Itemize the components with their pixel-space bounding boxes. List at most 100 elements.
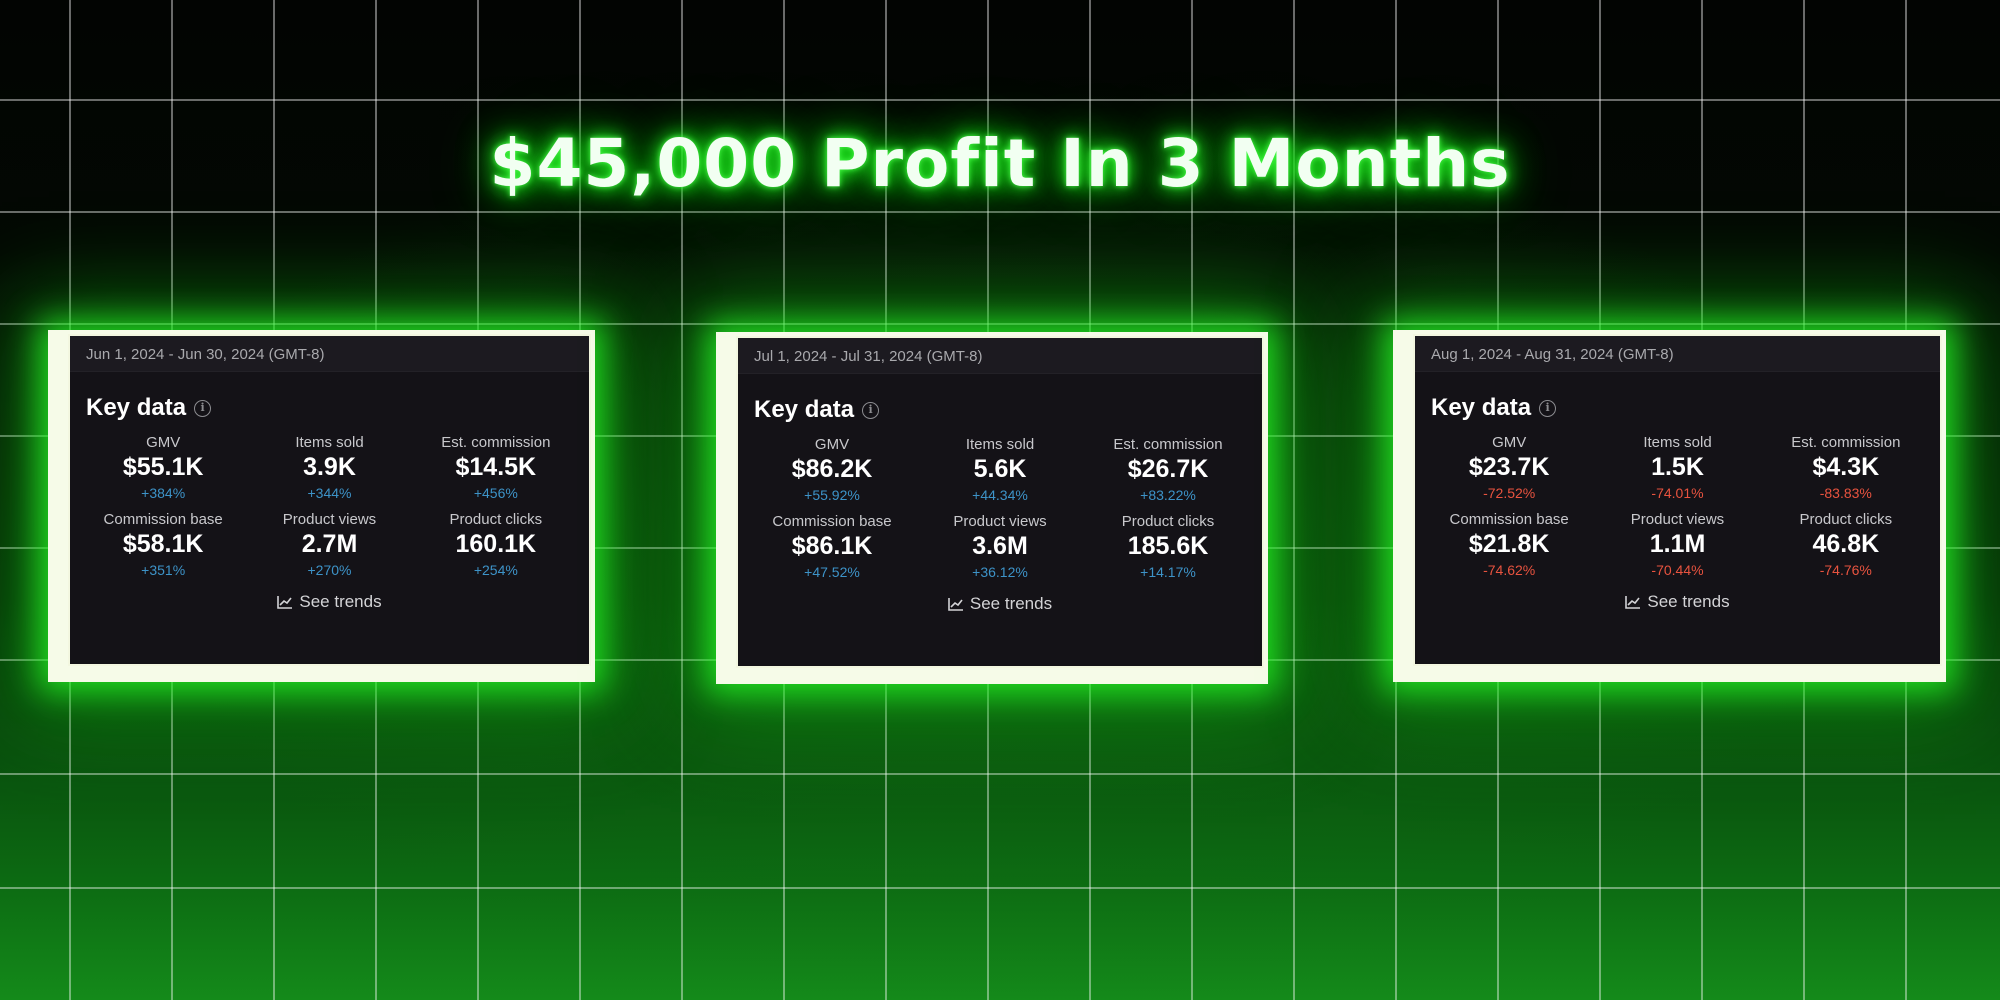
see-trends-label: See trends (969, 594, 1053, 613)
see-trends-button[interactable]: See trends (70, 592, 589, 612)
metric-change: -74.01% (1651, 485, 1704, 501)
metric-product-views: Product views 2.7M +270% (246, 511, 412, 578)
metric-product-views: Product views 1.1M -70.44% (1593, 511, 1761, 578)
card-july: Jul 1, 2024 - Jul 31, 2024 (GMT-8) Key d… (716, 332, 1268, 684)
metric-value: 1.1M (1649, 530, 1706, 558)
metric-label: Commission base (1449, 511, 1569, 528)
metric-value: 5.6K (973, 455, 1027, 483)
metric-label: Product views (282, 511, 377, 528)
key-data-heading: Key data i (754, 396, 1262, 424)
metric-label: Product clicks (449, 511, 543, 528)
metric-change: -74.76% (1819, 562, 1872, 578)
info-icon[interactable]: i (194, 399, 212, 417)
metric-label: Est. commission (1791, 434, 1901, 451)
metrics-grid: GMV $23.7K -72.52% Items sold 1.5K -74.0… (1415, 434, 1940, 578)
metric-gmv: GMV $23.7K -72.52% (1425, 434, 1593, 501)
metric-label: Product views (1630, 511, 1725, 528)
metric-change: +270% (307, 562, 352, 578)
metric-label: GMV (146, 434, 181, 451)
metric-product-clicks: Product clicks 46.8K -74.76% (1762, 511, 1930, 578)
metric-label: Commission base (103, 511, 223, 528)
card-june: Jun 1, 2024 - Jun 30, 2024 (GMT-8) Key d… (48, 330, 595, 682)
metric-value: $86.2K (791, 455, 873, 483)
metric-change: +83.22% (1140, 487, 1196, 503)
key-data-heading: Key data i (86, 394, 589, 422)
metric-value: $86.1K (791, 532, 873, 560)
metric-change: -74.62% (1483, 562, 1536, 578)
metric-product-clicks: Product clicks 185.6K +14.17% (1084, 513, 1252, 580)
metric-value: $55.1K (122, 453, 204, 481)
metric-change: +254% (473, 562, 518, 578)
metric-change: +351% (141, 562, 186, 578)
metric-est-commission: Est. commission $14.5K +456% (413, 434, 579, 501)
metric-label: Product views (953, 513, 1047, 530)
metric-est-commission: Est. commission $4.3K -83.83% (1762, 434, 1930, 501)
info-icon[interactable]: i (1539, 399, 1557, 417)
metric-label: GMV (814, 436, 850, 453)
metrics-grid: GMV $86.2K +55.92% Items sold 5.6K +44.3… (738, 436, 1262, 580)
metric-value: $21.8K (1468, 530, 1550, 558)
metric-change: -83.83% (1819, 485, 1872, 501)
metric-commission-base: Commission base $86.1K +47.52% (748, 513, 916, 580)
metric-label: Product clicks (1799, 511, 1893, 528)
key-data-title: Key data (1431, 394, 1532, 421)
metric-change: +456% (473, 485, 518, 501)
key-data-title: Key data (754, 396, 855, 423)
metric-label: Commission base (772, 513, 892, 530)
key-data-title: Key data (86, 394, 187, 421)
metric-value: 46.8K (1812, 530, 1880, 558)
date-range[interactable]: Aug 1, 2024 - Aug 31, 2024 (GMT-8) (1415, 336, 1940, 372)
key-data-panel: Jun 1, 2024 - Jun 30, 2024 (GMT-8) Key d… (68, 334, 591, 666)
metric-label: Items sold (965, 436, 1035, 453)
metric-change: +344% (307, 485, 352, 501)
metric-value: 2.7M (301, 530, 358, 558)
info-icon[interactable]: i (862, 401, 880, 419)
metric-items-sold: Items sold 5.6K +44.34% (916, 436, 1084, 503)
metric-value: $58.1K (122, 530, 204, 558)
line-chart-icon (948, 598, 963, 611)
key-data-panel: Aug 1, 2024 - Aug 31, 2024 (GMT-8) Key d… (1413, 334, 1942, 666)
metric-change: +14.17% (1140, 564, 1196, 580)
see-trends-button[interactable]: See trends (738, 594, 1262, 614)
metric-commission-base: Commission base $21.8K -74.62% (1425, 511, 1593, 578)
see-trends-label: See trends (299, 592, 382, 611)
metric-label: Product clicks (1121, 513, 1215, 530)
metric-value: $14.5K (455, 453, 537, 481)
metric-change: +47.52% (804, 564, 860, 580)
metric-change: +384% (141, 485, 186, 501)
metric-change: -72.52% (1483, 485, 1536, 501)
metric-value: 185.6K (1127, 532, 1209, 560)
metric-items-sold: Items sold 3.9K +344% (246, 434, 412, 501)
metric-label: GMV (1492, 434, 1527, 451)
metric-change: -70.44% (1651, 562, 1704, 578)
metric-gmv: GMV $86.2K +55.92% (748, 436, 916, 503)
line-chart-icon (277, 596, 293, 609)
see-trends-button[interactable]: See trends (1415, 592, 1940, 612)
metric-value: 1.5K (1651, 453, 1704, 481)
metric-value: 160.1K (455, 530, 537, 558)
metric-label: Items sold (1643, 434, 1712, 451)
metric-label: Est. commission (1113, 436, 1223, 453)
date-range[interactable]: Jul 1, 2024 - Jul 31, 2024 (GMT-8) (738, 338, 1262, 374)
key-data-panel: Jul 1, 2024 - Jul 31, 2024 (GMT-8) Key d… (736, 336, 1264, 668)
metric-items-sold: Items sold 1.5K -74.01% (1593, 434, 1761, 501)
metric-value: $4.3K (1812, 453, 1880, 481)
date-range[interactable]: Jun 1, 2024 - Jun 30, 2024 (GMT-8) (70, 336, 589, 372)
metric-product-views: Product views 3.6M +36.12% (916, 513, 1084, 580)
card-august: Aug 1, 2024 - Aug 31, 2024 (GMT-8) Key d… (1393, 330, 1946, 682)
metric-label: Items sold (295, 434, 364, 451)
metric-value: 3.9K (303, 453, 356, 481)
line-chart-icon (1625, 596, 1641, 609)
metric-product-clicks: Product clicks 160.1K +254% (413, 511, 579, 578)
metric-change: +44.34% (972, 487, 1028, 503)
metric-change: +36.12% (972, 564, 1028, 580)
metric-commission-base: Commission base $58.1K +351% (80, 511, 246, 578)
metrics-grid: GMV $55.1K +384% Items sold 3.9K +344% E… (70, 434, 589, 578)
metric-value: $26.7K (1127, 455, 1209, 483)
metric-change: +55.92% (804, 487, 860, 503)
see-trends-label: See trends (1647, 592, 1730, 611)
metric-label: Est. commission (441, 434, 551, 451)
metric-gmv: GMV $55.1K +384% (80, 434, 246, 501)
headline: $45,000 Profit In 3 Months (489, 125, 1511, 202)
